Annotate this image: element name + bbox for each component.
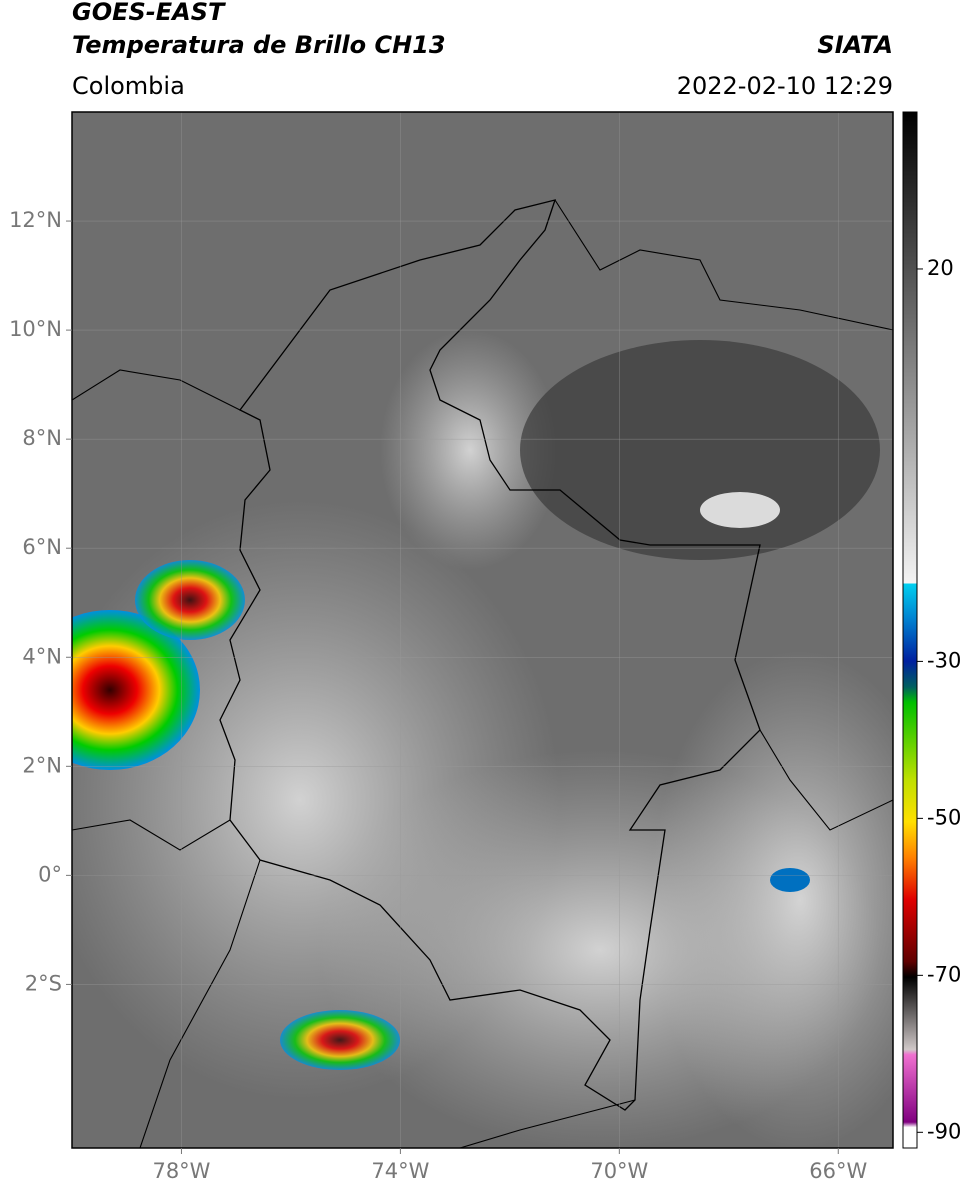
x-tick-label: 70°W (590, 1159, 648, 1183)
y-tick-label: 8°N (22, 426, 62, 450)
x-tick-label: 66°W (809, 1159, 867, 1183)
y-tick-label: 0° (38, 862, 62, 886)
x-tick-label: 78°W (152, 1159, 210, 1183)
grid (72, 112, 893, 1148)
y-tick-label: 4°N (22, 644, 62, 668)
x-tick-label: 74°W (371, 1159, 429, 1183)
colorbar-tick-label: -30 (927, 648, 961, 672)
colorbar-tick-label: -50 (927, 805, 961, 829)
region: Colombia (72, 72, 185, 100)
title: GOES-EAST (72, 0, 226, 26)
map-frame (71, 111, 894, 1149)
y-tick-label: 10°N (9, 317, 62, 341)
colorbar-tick-label: -90 (927, 1119, 961, 1143)
colorbar-tick-label: 20 (927, 256, 954, 280)
colorbar-tick-label: -70 (927, 962, 961, 986)
y-tick-label: 2°S (25, 971, 62, 995)
subtitle: Temperatura de Brillo CH13 (72, 31, 446, 59)
y-tick-label: 12°N (9, 208, 62, 232)
map-image (72, 112, 893, 1148)
timestamp: 2022-02-10 12:29 (677, 72, 893, 100)
y-tick-label: 2°N (22, 753, 62, 777)
source: SIATA (817, 31, 893, 59)
y-tick-label: 6°N (22, 535, 62, 559)
colorbar (902, 111, 918, 1149)
